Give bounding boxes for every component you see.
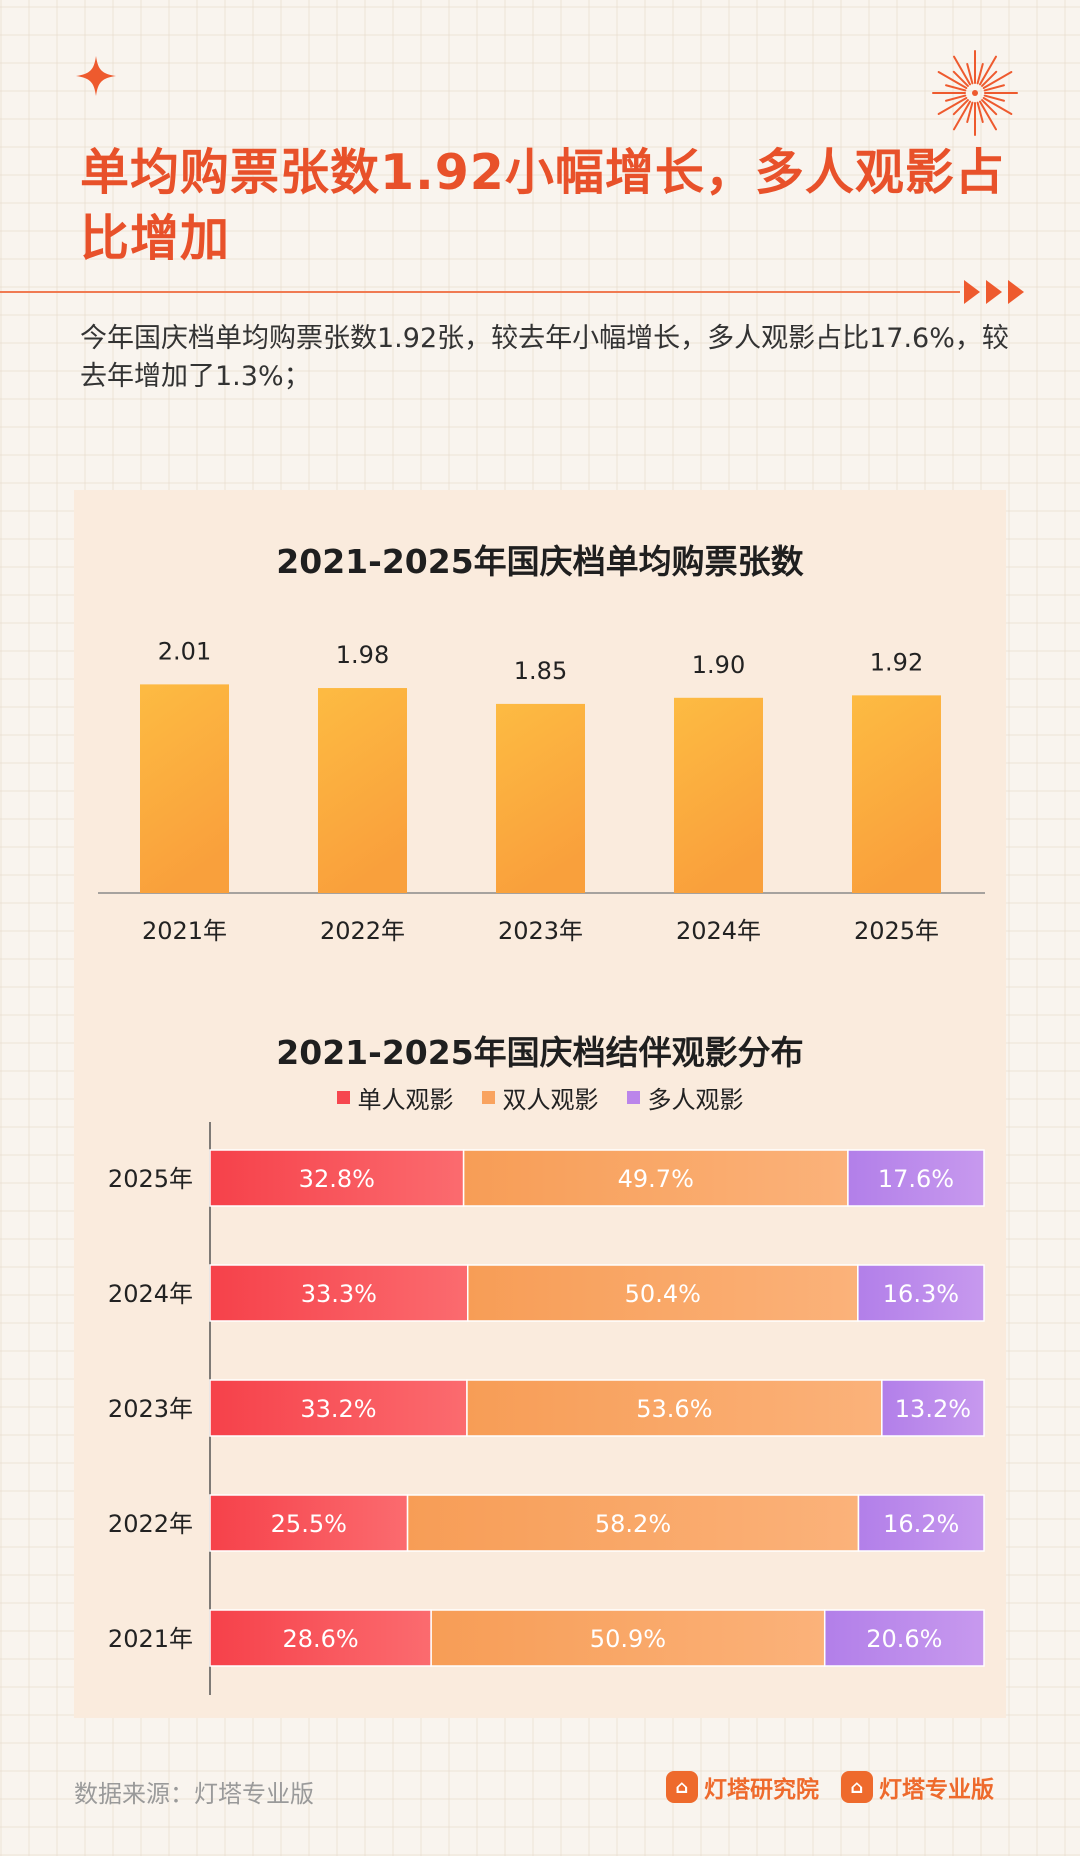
x-tick-label: 2021年	[142, 917, 227, 945]
stack-segment	[209, 1264, 469, 1322]
stack-segment	[881, 1379, 985, 1437]
data-source: 数据来源：灯塔专业版	[74, 1780, 314, 1808]
stack-segment	[209, 1149, 465, 1207]
firework-icon	[932, 50, 1018, 136]
y-tick-label: 2024年	[108, 1280, 193, 1308]
bar-value-label: 1.98	[336, 641, 389, 669]
x-tick-label: 2025年	[854, 917, 939, 945]
triple-arrow-icon	[964, 280, 1024, 304]
legend-label-multi: 多人观影	[647, 1086, 744, 1114]
firework-ray	[966, 63, 974, 85]
bar	[318, 688, 407, 893]
stack-segment	[209, 1494, 409, 1552]
segment-value-label: 25.5%	[271, 1510, 347, 1538]
firework-center	[972, 90, 978, 96]
legend-item-multi: 多人观影	[626, 1080, 744, 1115]
segment-value-label: 13.2%	[895, 1395, 971, 1423]
y-tick-label: 2025年	[108, 1165, 193, 1193]
segment-value-label: 16.3%	[883, 1280, 959, 1308]
stack-segment	[857, 1264, 985, 1322]
stack-segment	[847, 1149, 985, 1207]
bar-chart-title: 2021-2025年国庆档单均购票张数	[276, 542, 804, 581]
stack-segment	[430, 1609, 826, 1667]
stack-segment	[823, 1609, 985, 1667]
stack-segment	[209, 1379, 468, 1437]
bar	[496, 703, 585, 893]
firework-ray	[981, 70, 998, 87]
firework-ray	[945, 84, 967, 92]
segment-value-label: 58.2%	[595, 1510, 671, 1538]
bar-value-label: 1.90	[692, 651, 745, 679]
legend-swatch-multi	[626, 1091, 640, 1104]
logo-pro-text: 灯塔专业版	[879, 1777, 994, 1803]
segment-value-label: 33.2%	[300, 1395, 376, 1423]
title-divider	[0, 291, 960, 293]
firework-ray	[983, 84, 1005, 92]
y-tick-label: 2023年	[108, 1395, 193, 1423]
firework-ray	[979, 100, 997, 131]
firework-ray	[976, 63, 984, 85]
legend-item-single: 单人观影	[336, 1080, 454, 1115]
segment-value-label: 32.8%	[299, 1165, 375, 1193]
segment-value-label: 53.6%	[636, 1395, 712, 1423]
bar-value-label: 1.92	[870, 648, 923, 676]
segment-value-label: 33.3%	[301, 1280, 377, 1308]
firework-ray	[976, 101, 984, 123]
stack-chart-title: 2021-2025年国庆档结伴观影分布	[276, 1033, 804, 1072]
segment-value-label: 17.6%	[878, 1165, 954, 1193]
bar-chart: 2.01 2021年 1.98 2022年 1.85 2023年 1.90 2024年 1.92…	[98, 637, 985, 945]
firework-ray	[983, 94, 1005, 102]
x-tick-label: 2023年	[498, 917, 583, 945]
firework-ray	[952, 70, 969, 87]
stack-segment	[462, 1149, 849, 1207]
bar-value-label: 1.85	[514, 657, 567, 685]
legend-swatch-double	[481, 1091, 495, 1104]
y-tick-label: 2021年	[108, 1625, 193, 1653]
firework-ray	[945, 94, 967, 102]
firework-ray	[952, 99, 969, 116]
x-tick-label: 2022年	[320, 917, 405, 945]
page-subtitle: 今年国庆档单均购票张数1.92张，较去年小幅增长，多人观影占比17.6%，较去年…	[80, 323, 1009, 392]
stack-segment	[857, 1494, 985, 1552]
stack-chart-legend: 单人观影 双人观影 多人观影	[0, 1080, 1080, 1115]
firework-ray	[937, 97, 968, 115]
firework-ray	[981, 99, 998, 116]
lighthouse-icon: ⌂	[666, 1771, 698, 1803]
footer-logos: ⌂ 灯塔研究院 ⌂ 灯塔专业版	[666, 1770, 994, 1804]
logo-research-text: 灯塔研究院	[704, 1777, 819, 1803]
logo-research: ⌂ 灯塔研究院	[666, 1770, 819, 1804]
page-title: 单均购票张数1.92小幅增长，多人观影占比增加	[80, 144, 1005, 267]
firework-ray	[966, 101, 974, 123]
x-tick-label: 2024年	[676, 917, 761, 945]
firework-ray	[937, 71, 968, 89]
lighthouse-pro-icon: ⌂	[841, 1771, 873, 1803]
sparkle-icon	[76, 56, 116, 96]
firework-ray	[982, 71, 1013, 89]
stack-segment	[406, 1494, 860, 1552]
bar	[852, 695, 941, 893]
legend-label-double: 双人观影	[502, 1086, 599, 1114]
bar	[140, 684, 229, 893]
legend-swatch-single	[336, 1091, 350, 1104]
stack-segment	[466, 1264, 859, 1322]
segment-value-label: 20.6%	[866, 1625, 942, 1653]
firework-ray	[953, 100, 971, 131]
segment-value-label: 49.7%	[618, 1165, 694, 1193]
y-tick-label: 2022年	[108, 1510, 193, 1538]
segment-value-label: 50.9%	[590, 1625, 666, 1653]
segment-value-label: 28.6%	[282, 1625, 358, 1653]
stack-segment	[466, 1379, 883, 1437]
stacked-bar-chart: 2025年 32.8% 49.7% 17.6% 2024年 33.3% 50.4% 16.3%…	[108, 1122, 985, 1695]
segment-value-label: 50.4%	[625, 1280, 701, 1308]
legend-item-double: 双人观影	[481, 1080, 599, 1115]
segment-value-label: 16.2%	[883, 1510, 959, 1538]
firework-ray	[953, 55, 971, 86]
logo-pro: ⌂ 灯塔专业版	[841, 1770, 994, 1804]
legend-label-single: 单人观影	[357, 1086, 454, 1114]
bar	[674, 697, 763, 893]
firework-ray	[979, 55, 997, 86]
bar-value-label: 2.01	[158, 637, 211, 665]
firework-ray	[982, 97, 1013, 115]
